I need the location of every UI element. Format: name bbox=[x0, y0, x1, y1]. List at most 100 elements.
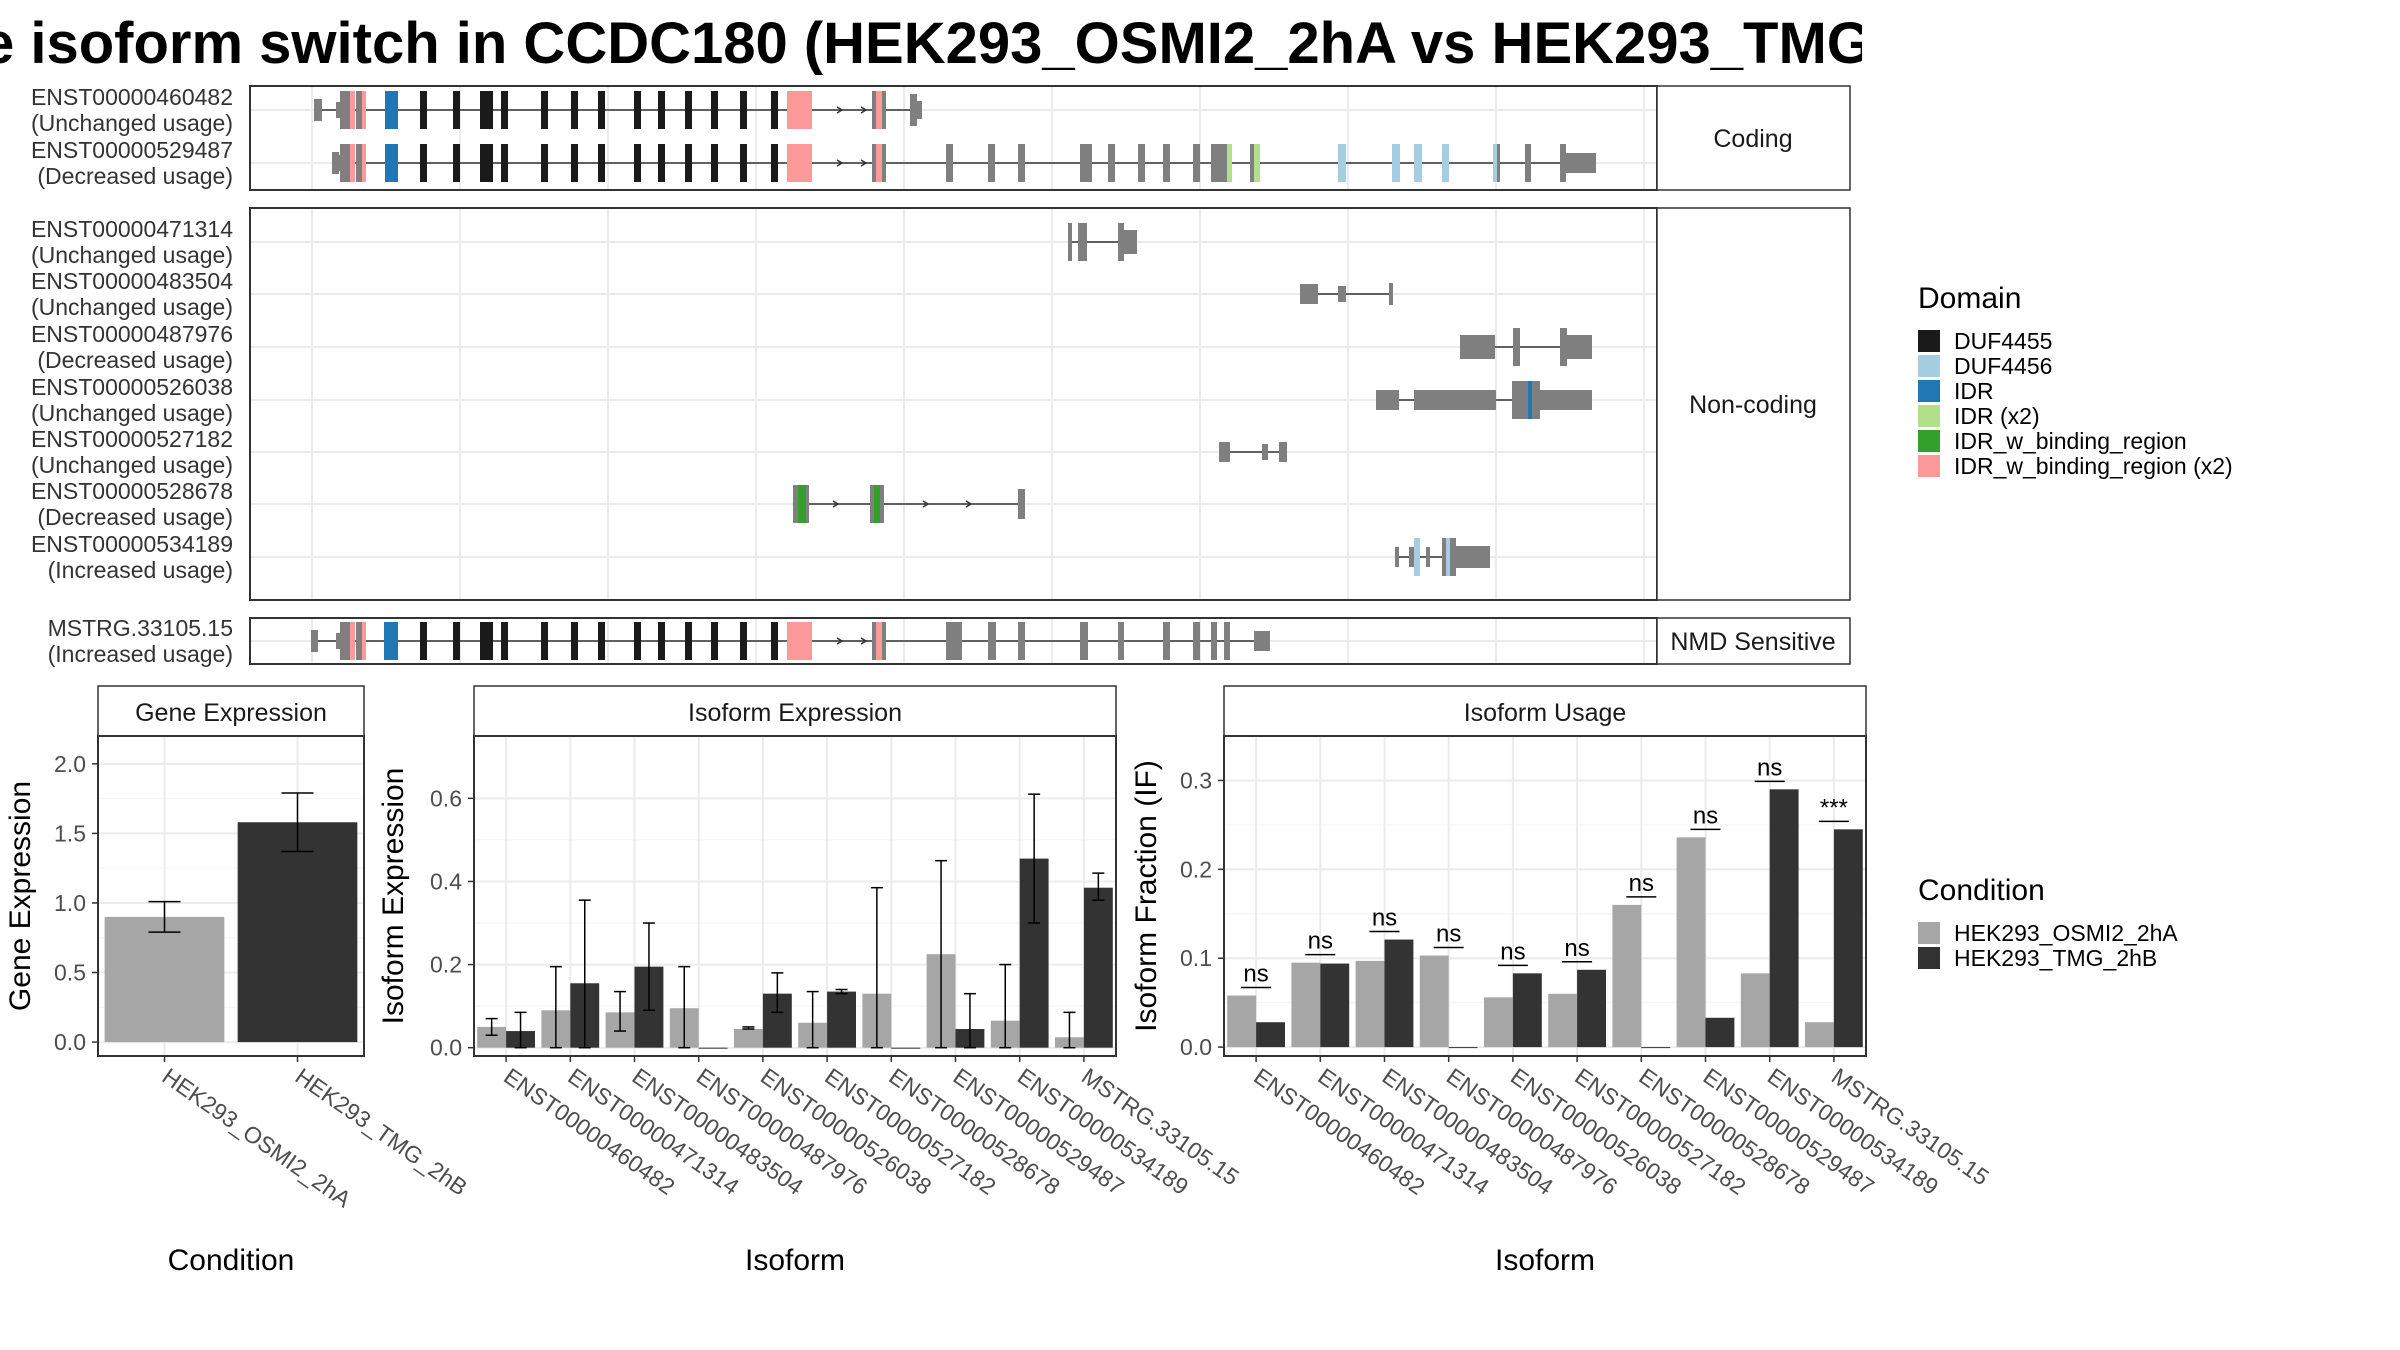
exon bbox=[787, 622, 812, 660]
exon bbox=[874, 485, 880, 523]
bar bbox=[1740, 973, 1770, 1048]
y-tick-label: 0.1 bbox=[1180, 945, 1212, 971]
domain-legend-title: Domain bbox=[1918, 282, 2021, 315]
exon bbox=[917, 101, 922, 119]
exon bbox=[385, 91, 398, 129]
exon bbox=[1338, 286, 1346, 302]
domain-legend-swatch bbox=[1918, 405, 1940, 427]
exon bbox=[1254, 144, 1260, 182]
exon bbox=[356, 144, 362, 182]
domain-legend-label: IDR (x2) bbox=[1954, 403, 2040, 429]
strand-arrow bbox=[860, 106, 868, 114]
exon bbox=[480, 144, 487, 182]
condition-legend-label: HEK293_OSMI2_2hA bbox=[1954, 920, 2178, 946]
exon bbox=[1262, 444, 1268, 460]
exon bbox=[1426, 547, 1430, 567]
isoform-id-label: ENST00000529487 bbox=[31, 137, 233, 163]
significance-label: *** bbox=[1820, 794, 1848, 821]
isoform-usage-label: (Decreased usage) bbox=[37, 163, 233, 189]
exon bbox=[541, 144, 548, 182]
domain-legend-label: IDR_w_binding_region bbox=[1954, 428, 2187, 454]
y-tick-label: 0.2 bbox=[430, 952, 462, 978]
exon bbox=[1392, 144, 1400, 182]
isoform-usage-label: (Increased usage) bbox=[48, 641, 233, 667]
significance-label: ns bbox=[1693, 802, 1718, 829]
exon bbox=[1193, 144, 1200, 182]
exon bbox=[876, 144, 882, 182]
isoform-usage-label: (Unchanged usage) bbox=[31, 242, 233, 268]
domain-legend-swatch bbox=[1918, 330, 1940, 352]
strand-arrow bbox=[832, 500, 840, 508]
exon bbox=[1118, 622, 1124, 660]
exon bbox=[1528, 381, 1532, 419]
exon bbox=[480, 91, 487, 129]
exon bbox=[1211, 622, 1217, 660]
isoform-expression-title: Isoform Expression bbox=[688, 699, 902, 727]
y-tick-label: 0.2 bbox=[1180, 856, 1212, 882]
gene-expression-xlabel: Condition bbox=[168, 1244, 295, 1277]
exon bbox=[501, 144, 508, 182]
bar bbox=[237, 822, 358, 1043]
bar bbox=[1384, 939, 1414, 1048]
domain-legend-label: DUF4456 bbox=[1954, 353, 2052, 379]
gene-expression-title: Gene Expression bbox=[135, 699, 327, 727]
exon bbox=[541, 91, 548, 129]
isoform-id-label: ENST00000471314 bbox=[31, 216, 233, 242]
bar bbox=[1612, 904, 1642, 1048]
bar bbox=[1256, 1022, 1285, 1048]
exon bbox=[634, 622, 641, 660]
domain-legend-swatch bbox=[1918, 455, 1940, 477]
bar bbox=[1641, 1047, 1671, 1049]
isoform-usage-label: (Increased usage) bbox=[48, 557, 233, 583]
exon bbox=[356, 622, 362, 660]
exon bbox=[1513, 328, 1520, 366]
exon bbox=[420, 622, 427, 660]
exon bbox=[634, 91, 641, 129]
exon bbox=[1442, 538, 1446, 576]
exon bbox=[1163, 622, 1170, 660]
gene-expression-ylabel: Gene Expression bbox=[4, 781, 37, 1011]
isoform-id-label: ENST00000526038 bbox=[31, 374, 233, 400]
exon bbox=[1219, 442, 1230, 462]
isoform-id-label: ENST00000460482 bbox=[31, 84, 233, 110]
y-tick-label: 0.0 bbox=[1180, 1034, 1212, 1060]
isoform-usage-panel-border bbox=[1223, 735, 1867, 1057]
panel-strip-label: Coding bbox=[1713, 125, 1792, 153]
significance-label: ns bbox=[1500, 938, 1525, 965]
exon bbox=[876, 622, 882, 660]
exon bbox=[872, 144, 876, 182]
y-tick-label: 0.3 bbox=[1180, 767, 1212, 793]
exon bbox=[1018, 144, 1025, 182]
domain-legend-swatch bbox=[1918, 430, 1940, 452]
exon bbox=[336, 633, 342, 649]
exon bbox=[793, 485, 798, 523]
exon bbox=[882, 91, 886, 129]
exon bbox=[332, 152, 339, 174]
exon bbox=[350, 144, 355, 182]
exon bbox=[340, 622, 350, 660]
exon bbox=[771, 91, 778, 129]
exon bbox=[598, 622, 605, 660]
exon bbox=[876, 91, 882, 129]
exon bbox=[541, 622, 548, 660]
exon bbox=[740, 144, 747, 182]
significance-label: ns bbox=[1372, 905, 1397, 932]
bar bbox=[1577, 969, 1606, 1048]
domain-legend-label: IDR bbox=[1954, 378, 1994, 404]
exon bbox=[1018, 622, 1025, 660]
exon bbox=[806, 485, 809, 523]
exon bbox=[872, 91, 876, 129]
exon bbox=[311, 630, 318, 652]
bar bbox=[1833, 829, 1863, 1048]
isoform-usage-label: (Unchanged usage) bbox=[31, 110, 233, 136]
significance-label: ns bbox=[1243, 961, 1268, 988]
exon bbox=[1108, 144, 1115, 182]
isoform-usage-label: (Unchanged usage) bbox=[31, 400, 233, 426]
exon bbox=[1525, 144, 1531, 182]
significance-label: ns bbox=[1308, 928, 1333, 955]
exon bbox=[1193, 622, 1200, 660]
exon bbox=[1493, 144, 1497, 182]
exon bbox=[486, 144, 493, 182]
isoform-usage-xlabel: Isoform bbox=[1495, 1244, 1595, 1277]
exon bbox=[1395, 547, 1399, 567]
